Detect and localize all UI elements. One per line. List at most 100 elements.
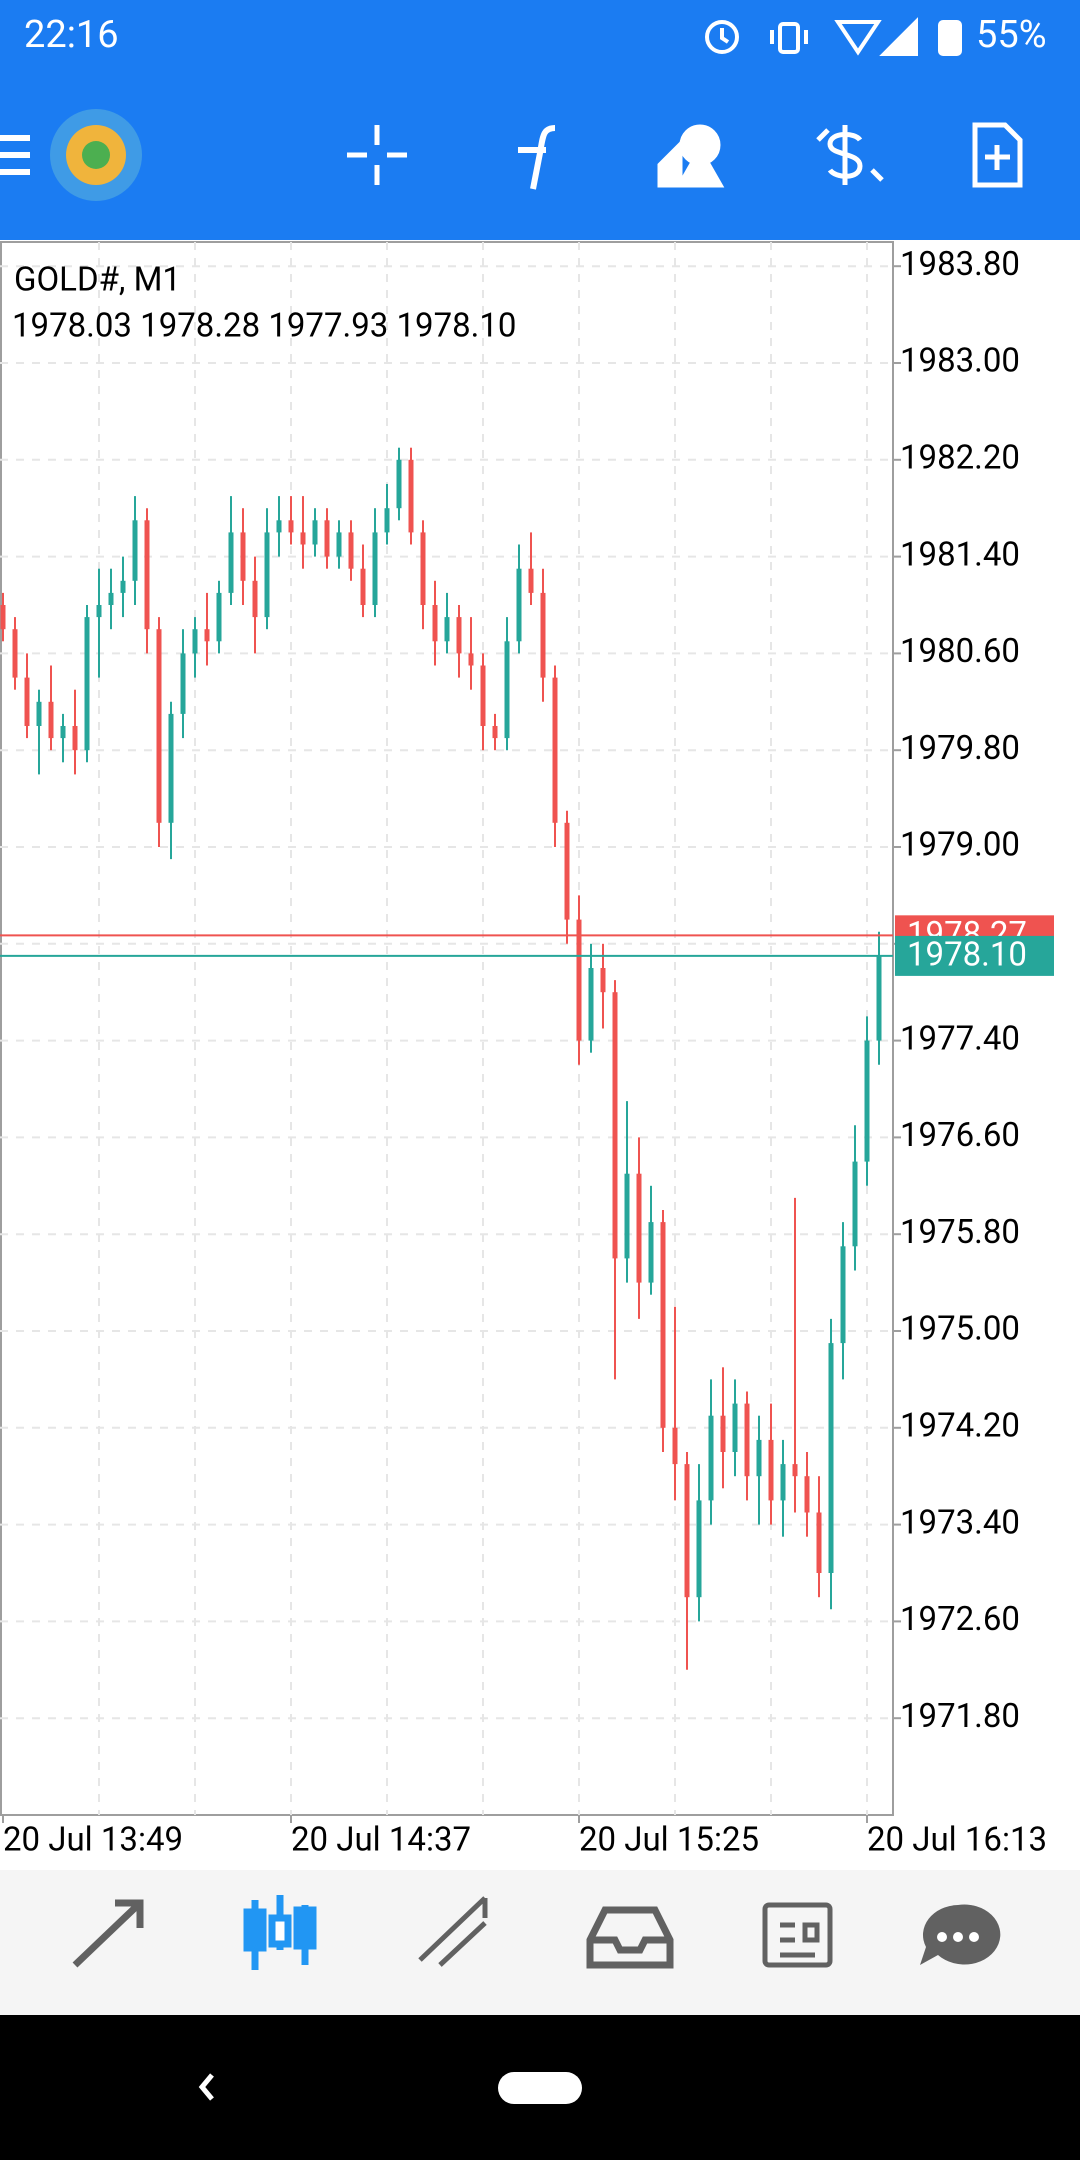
candle-body [444,617,450,642]
candle-body [60,726,66,739]
chart-subtitle: 1978.03 1978.28 1977.93 1978.10 [12,307,516,346]
candle-body [264,532,270,618]
candle-body [492,726,498,739]
y-tick-label: 1972.60 [900,1600,1020,1639]
candle-body [816,1512,822,1573]
candle-body [876,955,882,1041]
candle-body [336,532,342,557]
candle-body [564,822,570,920]
candle-body [36,701,42,726]
candle-body [516,568,522,642]
candle-body [24,677,30,726]
candle-body [864,1040,870,1162]
candle-body [672,1427,678,1465]
app-logo [50,109,142,201]
candle-body [228,532,234,593]
candle-body [48,701,54,739]
candle-body [432,605,438,642]
candle-body [156,629,162,823]
candle-body [804,1476,810,1513]
back-button[interactable] [198,2073,214,2101]
candle-body [828,1343,834,1573]
candle-body [288,520,294,533]
candle-body [852,1161,858,1247]
candle-body [660,1222,666,1428]
y-tick-label: 1975.80 [900,1213,1020,1252]
candle-body [612,992,618,1259]
candle-body [420,532,426,605]
candle-body [528,568,534,593]
candle-body [72,726,78,751]
candle-body [240,532,246,581]
x-tick-label: 20 Jul 15:25 [579,1821,759,1860]
y-tick-label: 1983.80 [900,245,1020,284]
candle-body [396,459,402,509]
candle-body [648,1222,654,1283]
candle-body [12,629,18,678]
candle-body [504,641,510,739]
y-tick-label: 1983.00 [900,342,1020,381]
candle-body [456,617,462,654]
candle-body [312,520,318,545]
price-tag [895,935,1054,976]
candle-body [180,653,186,714]
y-tick-label: 1980.60 [900,632,1020,671]
candle-body [0,605,6,630]
candle-body [384,508,390,533]
candle-body [108,592,114,605]
candle-body [96,605,102,618]
y-tick-label: 1977.40 [900,1019,1020,1058]
candle-body [552,677,558,823]
candle-body [792,1464,798,1477]
plot [0,242,893,1815]
candle-body [252,580,258,618]
candle-body [324,520,330,557]
candle-body [132,520,138,581]
candle-body [372,532,378,605]
y-tick-label: 1971.80 [900,1697,1020,1736]
chart-title: GOLD#, M1 [14,261,181,300]
y-tick-label: 1973.40 [900,1503,1020,1542]
candle-body [300,532,306,545]
x-tick-label: 20 Jul 16:13 [867,1821,1047,1860]
y-tick-label: 1979.80 [900,729,1020,768]
plot-frame [0,241,894,1816]
bottom-nav [0,1870,1080,2015]
y-tick-label: 1982.20 [900,439,1020,478]
status-battery: 55% [976,13,1047,57]
candle-body [624,1173,630,1259]
candle-body [216,592,222,642]
candle-body [600,968,606,993]
y-tick-label: 1974.20 [900,1407,1020,1446]
candle-body [468,653,474,666]
candle-body [696,1500,702,1598]
x-tick-label: 20 Jul 13:49 [3,1821,183,1860]
candle-body [768,1439,774,1501]
candle-body [684,1464,690,1598]
home-button[interactable] [498,2072,582,2104]
candle-body [756,1439,762,1477]
candle-body [408,459,414,533]
candle-body [276,520,282,533]
candle-body [120,580,126,593]
candle-body [732,1403,738,1452]
y-tick-label: 1975.00 [900,1310,1020,1349]
y-axis: 1971.80 1972.60 1973.40 1974.20 1975.00 1975.… [893,245,1020,1736]
candle-body [480,665,486,726]
nav-icons[interactable] [72,1895,1001,1970]
candle-body [192,629,198,654]
candle-body [540,592,546,678]
candle-body [708,1415,714,1501]
candle-body [168,713,174,823]
toolbar-icons[interactable] [347,122,1023,190]
candle-body [360,568,366,605]
candle-body [348,532,354,569]
y-tick-label: 1976.60 [900,1116,1020,1155]
candle-body [576,919,582,1041]
x-tick-label: 20 Jul 14:37 [291,1821,471,1860]
candle-body [204,629,210,642]
candle-body [720,1415,726,1452]
menu-button[interactable] [0,135,30,175]
